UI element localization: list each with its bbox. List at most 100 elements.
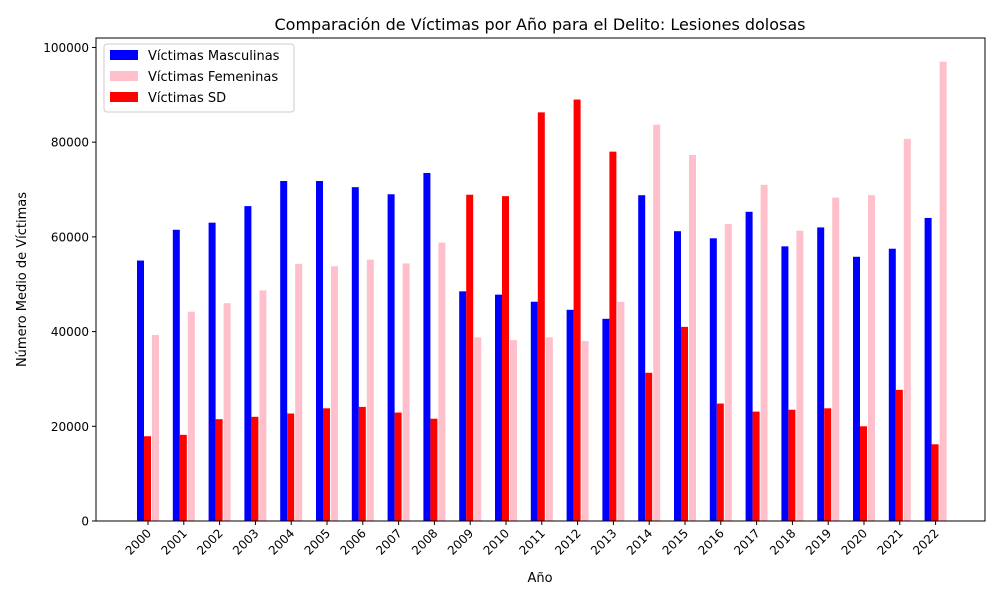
bar-sd-2009 — [466, 194, 474, 522]
bar-femeninas-2016 — [724, 224, 732, 522]
bar-femeninas-2009 — [474, 337, 482, 521]
y-tick-label: 80000 — [51, 136, 89, 150]
bar-sd-2003 — [251, 416, 259, 521]
bar-masculinas-2015 — [674, 231, 681, 521]
bar-masculinas-2003 — [244, 206, 252, 521]
legend: Víctimas Masculinas Víctimas Femeninas Víc… — [103, 43, 295, 113]
bar-masculinas-2014 — [638, 195, 646, 521]
bar-masculinas-2008 — [423, 172, 431, 522]
x-tick-label: 2005 — [302, 526, 333, 557]
bar-femeninas-2017 — [760, 184, 768, 521]
bar-sd-2012 — [573, 99, 581, 521]
x-tick-label: 2000 — [123, 526, 154, 557]
bar-femeninas-2018 — [796, 230, 804, 521]
y-axis-label: Número Medio de Víctimas — [15, 192, 30, 367]
bar-femeninas-2021 — [903, 138, 911, 522]
legend-label: Víctimas Masculinas — [148, 49, 280, 64]
x-tick-label: 2022 — [910, 526, 941, 557]
bar-sd-2007 — [394, 412, 402, 521]
bar-sd-2021 — [895, 389, 903, 521]
bar-sd-2008 — [430, 418, 438, 521]
plot-frame — [95, 37, 986, 522]
bar-masculinas-2000 — [137, 260, 144, 521]
bar-femeninas-2006 — [366, 259, 374, 521]
x-tick-label: 2013 — [588, 526, 619, 557]
x-tick-label: 2016 — [695, 526, 726, 557]
bar-masculinas-2009 — [459, 291, 467, 521]
bar-masculinas-2007 — [387, 194, 395, 521]
x-axis-label: Año — [527, 571, 552, 586]
x-tick-label: 2015 — [660, 526, 691, 557]
bar-sd-2019 — [824, 408, 832, 521]
bar-femeninas-2002 — [223, 303, 231, 521]
bar-femeninas-2012 — [581, 341, 589, 521]
bars-group — [137, 61, 947, 522]
bar-masculinas-2013 — [602, 318, 610, 521]
x-tick-label: 2014 — [624, 526, 655, 557]
bar-masculinas-2010 — [495, 294, 502, 521]
bar-masculinas-2004 — [280, 181, 288, 521]
bar-masculinas-2022 — [924, 217, 932, 522]
x-tick-label: 2001 — [158, 526, 189, 557]
bar-sd-2000 — [144, 436, 151, 521]
x-tick-label: 2017 — [731, 526, 762, 557]
bar-femeninas-2003 — [259, 290, 267, 521]
bar-sd-2015 — [681, 326, 688, 521]
bar-sd-2014 — [645, 372, 653, 521]
x-tick-label: 2006 — [337, 526, 368, 557]
bar-femeninas-2000 — [152, 334, 159, 521]
x-tick-label: 2007 — [373, 526, 404, 557]
bar-masculinas-2016 — [709, 238, 717, 521]
x-tick-label: 2018 — [767, 526, 798, 557]
bar-masculinas-2018 — [781, 246, 789, 521]
legend-label: Víctimas Femeninas — [148, 70, 278, 85]
legend-swatch — [110, 71, 138, 81]
bar-sd-2016 — [716, 403, 724, 521]
y-tick-label: 0 — [81, 515, 89, 529]
bar-sd-2022 — [931, 444, 939, 521]
x-tick-label: 2019 — [803, 526, 834, 557]
bar-masculinas-2019 — [817, 227, 825, 522]
x-tick-label: 2011 — [516, 526, 547, 557]
bar-masculinas-2020 — [853, 256, 860, 521]
bar-femeninas-2005 — [331, 266, 338, 521]
bar-femeninas-2014 — [653, 124, 661, 521]
x-tick-label: 2003 — [230, 526, 261, 557]
bar-femeninas-2004 — [295, 263, 303, 521]
y-axis: 0 20000 40000 60000 80000 100000 — [43, 41, 96, 529]
bar-femeninas-2010 — [510, 340, 517, 521]
x-tick-label: 2004 — [266, 526, 297, 557]
x-tick-label: 2009 — [445, 526, 476, 557]
x-tick-label: 2012 — [552, 526, 583, 557]
bar-sd-2004 — [287, 413, 295, 521]
bar-femeninas-2022 — [939, 61, 947, 521]
bar-sd-2018 — [788, 409, 796, 521]
bar-masculinas-2002 — [208, 222, 216, 522]
y-tick-label: 20000 — [51, 420, 89, 434]
y-tick-label: 100000 — [43, 41, 89, 55]
legend-swatch — [110, 50, 138, 60]
bar-femeninas-2008 — [438, 242, 446, 522]
x-axis: 2000 2001 2002 2003 2004 2005 2006 2007 2008 2009… — [123, 521, 942, 558]
y-tick-label: 40000 — [51, 325, 89, 339]
bar-femeninas-2001 — [187, 311, 195, 521]
bar-femeninas-2011 — [545, 337, 553, 521]
bar-sd-2010 — [502, 196, 509, 522]
y-tick-label: 60000 — [51, 230, 89, 244]
bar-masculinas-2001 — [172, 229, 180, 521]
bar-femeninas-2020 — [868, 195, 875, 521]
bar-sd-2011 — [537, 112, 545, 521]
bar-femeninas-2015 — [689, 154, 696, 521]
bar-masculinas-2005 — [316, 181, 323, 521]
bar-femeninas-2013 — [617, 301, 625, 521]
bar-sd-2005 — [323, 408, 330, 521]
bar-femeninas-2007 — [402, 263, 410, 521]
bar-sd-2017 — [752, 411, 760, 521]
bar-masculinas-2006 — [351, 187, 359, 522]
legend-frame — [103, 43, 295, 113]
x-tick-label: 2002 — [194, 526, 225, 557]
bar-sd-2013 — [609, 151, 617, 521]
bar-masculinas-2012 — [566, 309, 574, 521]
bar-masculinas-2017 — [745, 211, 753, 522]
